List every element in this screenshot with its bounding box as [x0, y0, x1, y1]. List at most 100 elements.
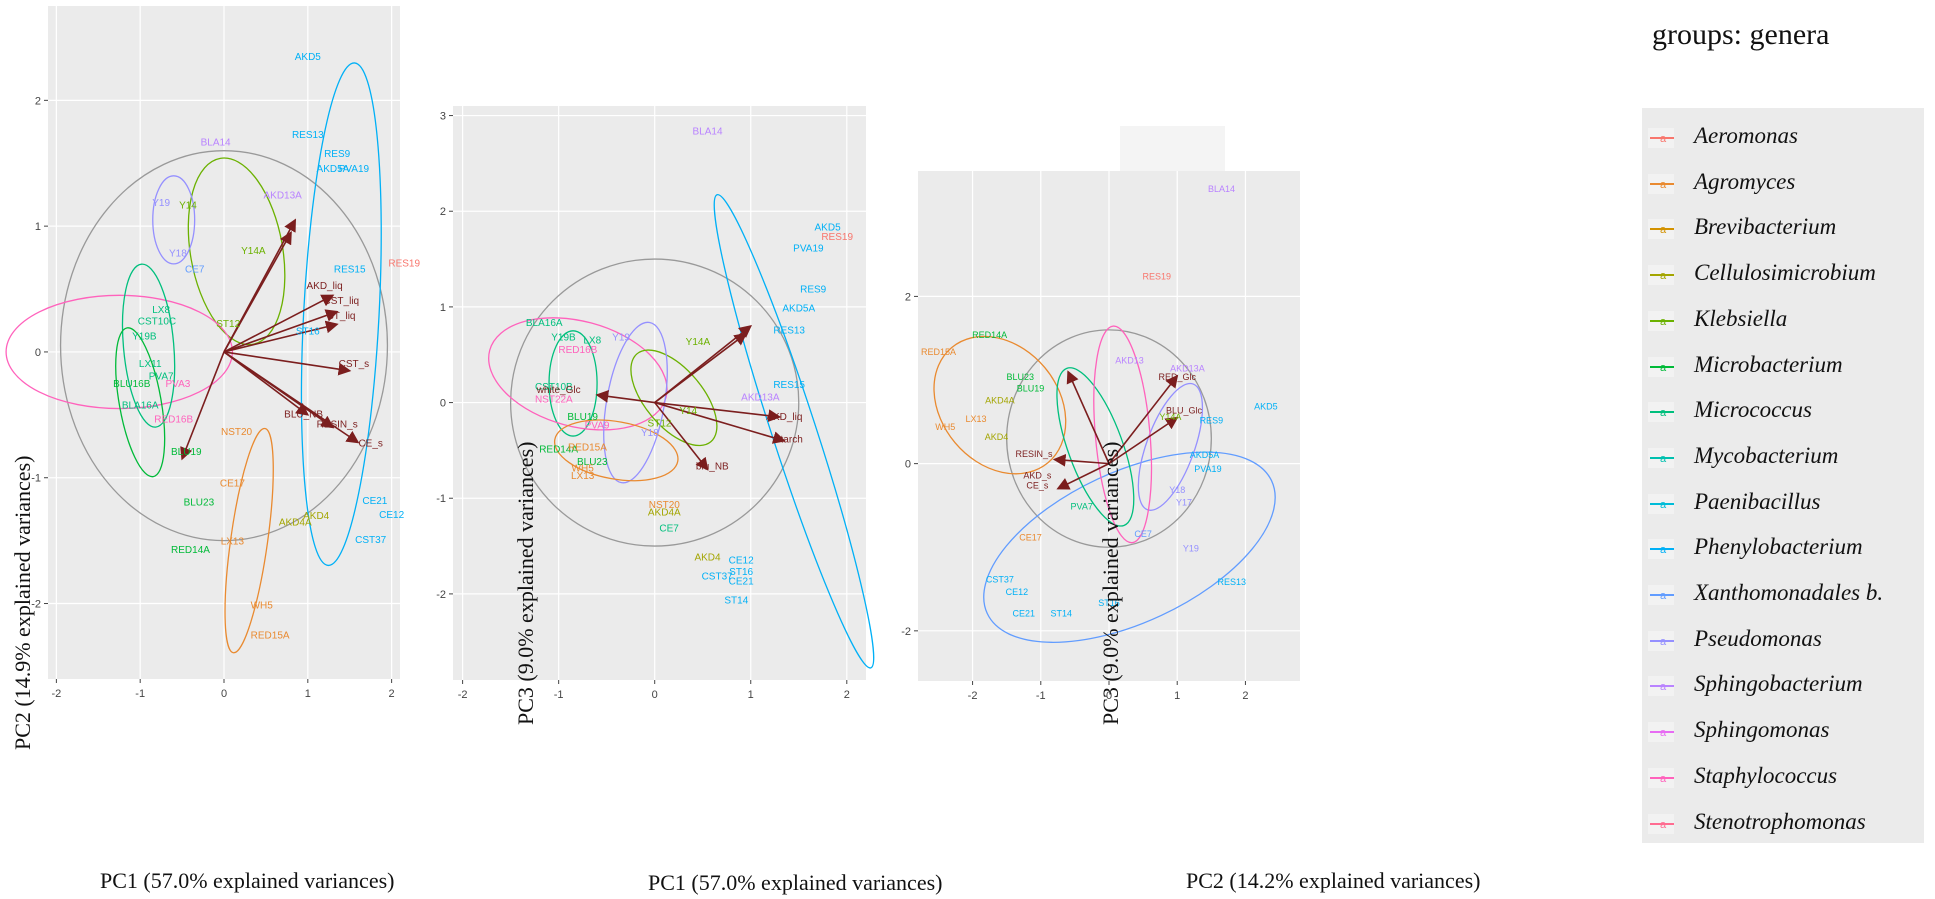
confidence-ellipse [1006, 329, 1212, 548]
sample-label: RES15 [334, 265, 366, 276]
sample-label: CE7 [659, 524, 679, 535]
legend-key-icon: a [1648, 493, 1674, 514]
sample-label: LX8 [583, 335, 601, 346]
sample-label: LX11 [139, 359, 162, 370]
confidence-ellipse [300, 62, 382, 567]
loading-arrow [654, 401, 786, 444]
confidence-ellipse [121, 263, 176, 428]
svg-text:a: a [1660, 773, 1667, 785]
loading-arrow [1052, 453, 1110, 467]
sample-label: RES19 [1142, 272, 1171, 282]
sample-label: BLU19 [1017, 384, 1045, 394]
legend: a Aeromonas a Agromyces a Brevibacterium a Cell… [1642, 108, 1924, 843]
confidence-ellipse [548, 330, 598, 437]
sample-label: PVA19 [1194, 464, 1221, 474]
loading-arrow [654, 332, 748, 404]
sample-label: Y19 [612, 332, 630, 343]
confidence-ellipse [59, 150, 389, 542]
sample-label: WH5 [935, 422, 955, 432]
confidence-ellipse [5, 294, 234, 410]
sample-label: AKD5 [815, 222, 842, 233]
legend-label: Mycobacterium [1694, 442, 1839, 468]
legend-item: a Aeromonas [1642, 116, 1924, 160]
sample-label: Y19B [132, 331, 157, 342]
legend-item: a Brevibacterium [1642, 207, 1924, 251]
sample-label: RED_Glc [1158, 372, 1196, 382]
legend-item: a Sphingobacterium [1642, 664, 1924, 708]
sample-label: RES19 [821, 232, 853, 243]
x-tick-label: 1 [748, 689, 754, 701]
sample-label: AKD4A [648, 507, 681, 518]
sample-label: AKD5A [1190, 450, 1220, 460]
confidence-ellipse [1056, 367, 1135, 527]
sample-label: ST12 [648, 418, 672, 429]
svg-text:a: a [1660, 316, 1667, 328]
confidence-ellipse [115, 327, 166, 478]
sample-label: RED16B [558, 345, 597, 356]
x-axis-title: PC2 (14.2% explained variances) [1186, 868, 1481, 893]
loading-arrow [1066, 370, 1110, 464]
svg-text:a: a [1660, 499, 1667, 511]
sample-label: Y14 [179, 201, 197, 212]
sample-label: BLA16A [526, 318, 563, 329]
loading-arrow [223, 351, 352, 376]
confidence-ellipse [630, 349, 718, 447]
svg-text:a: a [1660, 133, 1667, 145]
pca-plot-pc2-pc3: -2 -1 0 1 2 -2 0 2 BLA14 RES19 RED14A RED15A AKD13 AK… [901, 171, 1481, 893]
confidence-ellipse [933, 335, 1067, 475]
sample-label: CE21 [1012, 609, 1035, 619]
sample-label: NST20 [221, 427, 253, 438]
sample-label: CST_liq [324, 296, 360, 307]
plot-panel-bg [453, 106, 866, 680]
sample-label: RES9 [1200, 415, 1224, 425]
sample-label: AKD_liq [307, 281, 343, 292]
legend-key-icon: a [1648, 767, 1674, 788]
sample-label: BLU_Glc [1166, 405, 1203, 415]
x-tick-label: 0 [1106, 690, 1112, 702]
sample-label: AKD4A [279, 518, 312, 529]
svg-text:a: a [1660, 590, 1667, 602]
legend-key-icon: a [1648, 219, 1674, 240]
sample-label: CE_s [1026, 481, 1049, 491]
legend-label: Pseudomonas [1694, 625, 1822, 651]
y-tick-label: -2 [901, 626, 911, 638]
svg-text:a: a [1660, 179, 1667, 191]
sample-label: LX13 [221, 536, 245, 547]
y-tick-label: 0 [35, 347, 41, 359]
legend-key-icon: a [1648, 676, 1674, 697]
pca-plot-pc1-pc2: -2 -1 0 1 2 -2 -1 0 1 2 AKD5 RES13 RES9 AKD5A PVA19 BLA… [0, 0, 505, 899]
sample-label: Y19B [551, 332, 576, 343]
sample-label: RED15A [921, 347, 956, 357]
sample-label: CE12 [1006, 587, 1029, 597]
sample-label: CST37 [702, 572, 734, 583]
sample-label: Y17 [1176, 497, 1192, 507]
legend-label: Staphylococcus [1694, 762, 1838, 788]
sample-label: AKD13A [741, 393, 780, 404]
sample-label: ST_liq [327, 311, 355, 322]
y-tick-label: 1 [35, 221, 41, 233]
sample-label: RES15 [773, 380, 805, 391]
x-tick-label: -2 [51, 688, 61, 700]
sample-label: blu_NB [696, 462, 729, 473]
sample-label: WH5 [572, 463, 595, 474]
sample-label: RED16B [154, 414, 193, 425]
sample-label: RES9 [800, 285, 827, 296]
x-axis-title: PC1 (57.0% explained variances) [648, 870, 943, 895]
legend-item: a Klebsiella [1642, 299, 1924, 343]
y-tick-label: -2 [436, 589, 446, 601]
sample-label: CST10C [138, 316, 176, 327]
legend-item: a Sphingomonas [1642, 710, 1924, 754]
sample-label: WH5 [251, 601, 274, 612]
svg-text:a: a [1660, 224, 1667, 236]
x-tick-label: -1 [1036, 690, 1046, 702]
sample-label: BLU_NB [284, 409, 323, 420]
legend-label: Sphingobacterium [1694, 671, 1863, 697]
x-tick-label: -2 [458, 689, 468, 701]
loading-arrow [1056, 462, 1110, 490]
sample-label: RES9 [324, 149, 351, 160]
x-tick-label: 2 [1242, 690, 1248, 702]
sample-label: BLU19 [567, 412, 598, 423]
sample-label: ST16 [296, 326, 320, 337]
sample-label: RED14A [972, 330, 1007, 340]
